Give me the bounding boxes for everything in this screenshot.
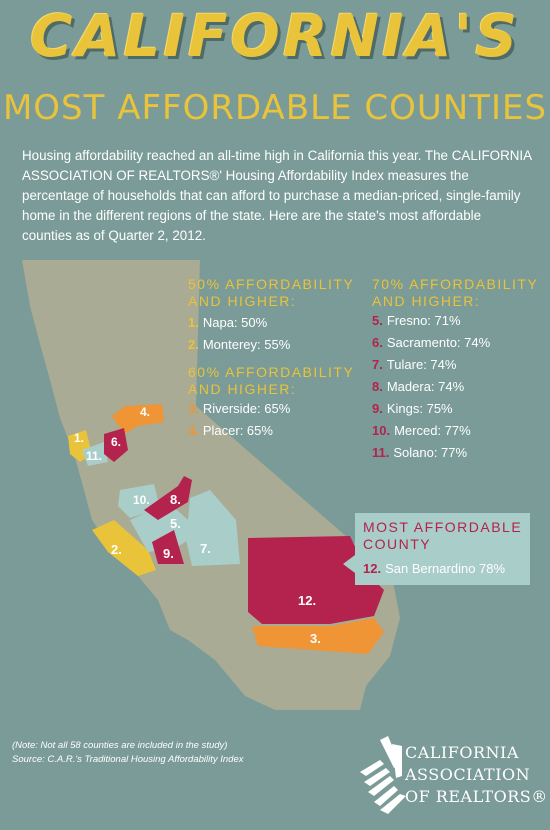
footnote-source: Source: C.A.R.'s Traditional Housing Aff… [12, 754, 244, 765]
group-70-heading: 70% AFFORDABILITY AND HIGHER: [372, 276, 539, 309]
group-70-list: 5. Fresno: 71% 6. Sacramento: 74% 7. Tulare… [372, 310, 490, 464]
map-label-11: 11. [86, 449, 102, 463]
callout-pointer [343, 555, 355, 573]
most-affordable-callout: MOST AFFORDABLE COUNTY 12. San Bernardino… [355, 513, 530, 585]
logo-line-3: OF REALTORS® [405, 787, 548, 806]
list-item: 5. Fresno: 71% [372, 313, 461, 328]
county-riverside [252, 618, 384, 654]
map-label-8: 8. [170, 492, 181, 507]
county-solano [82, 442, 108, 466]
most-affordable-item: 12. San Bernardino 78% [363, 561, 506, 576]
map-label-6: 6. [111, 435, 121, 449]
map-label-5: 5. [170, 516, 181, 531]
page-subtitle: MOST AFFORDABLE COUNTIES [2, 88, 548, 128]
group-60-list: 3. Riverside: 65% 4. Placer: 65% [188, 398, 290, 442]
intro-paragraph: Housing affordability reached an all-tim… [22, 148, 532, 243]
county-placer [112, 404, 164, 434]
county-kings [152, 530, 184, 564]
group-50-heading: 50% AFFORDABILITY AND HIGHER: [188, 276, 355, 309]
page-title: CALIFORNIA'S [29, 2, 521, 70]
footnote: (Note: Not all 58 counties are included … [12, 739, 244, 767]
logo-text: CALIFORNIA ASSOCIATION OF REALTORS® [405, 742, 548, 808]
list-item: 3. Riverside: 65% [188, 401, 291, 416]
group-50-list: 1. Napa: 50% 2. Monterey: 55% [188, 312, 290, 356]
group-60-heading: 60% AFFORDABILITY AND HIGHER: [188, 364, 355, 397]
map-label-7: 7. [200, 541, 211, 556]
logo-line-2: ASSOCIATION [405, 765, 531, 784]
list-item: 6. Sacramento: 74% [372, 335, 491, 350]
list-item: 1. Napa: 50% [188, 315, 268, 330]
map-label-3: 3. [310, 631, 321, 646]
list-item: 2. Monterey: 55% [188, 337, 291, 352]
list-item: 7. Tulare: 74% [372, 357, 457, 372]
list-item: 8. Madera: 74% [372, 379, 465, 394]
map-label-10: 10. [133, 493, 150, 507]
map-label-9: 9. [163, 546, 174, 561]
car-logo-mark [360, 736, 406, 814]
map-label-1: 1. [74, 431, 84, 445]
logo-line-1: CALIFORNIA [405, 743, 519, 762]
county-tulare [186, 490, 240, 566]
county-sacramento [104, 428, 128, 462]
footnote-note: (Note: Not all 58 counties are included … [12, 740, 228, 751]
county-fresno [130, 502, 194, 552]
list-item: 10. Merced: 77% [372, 423, 471, 438]
map-label-2: 2. [111, 542, 122, 557]
map-label-12: 12. [298, 593, 316, 608]
list-item: 9. Kings: 75% [372, 401, 453, 416]
county-monterey [92, 520, 156, 576]
county-madera [144, 476, 192, 520]
most-affordable-heading: MOST AFFORDABLE COUNTY [363, 519, 523, 552]
california-map: 1. 2. 3. 4. 5. 6. 7. 8. 9. 10. 11. 12. [22, 260, 400, 710]
list-item: 4. Placer: 65% [188, 423, 273, 438]
list-item: 11. Solano: 77% [372, 445, 468, 460]
map-label-4: 4. [140, 405, 150, 419]
